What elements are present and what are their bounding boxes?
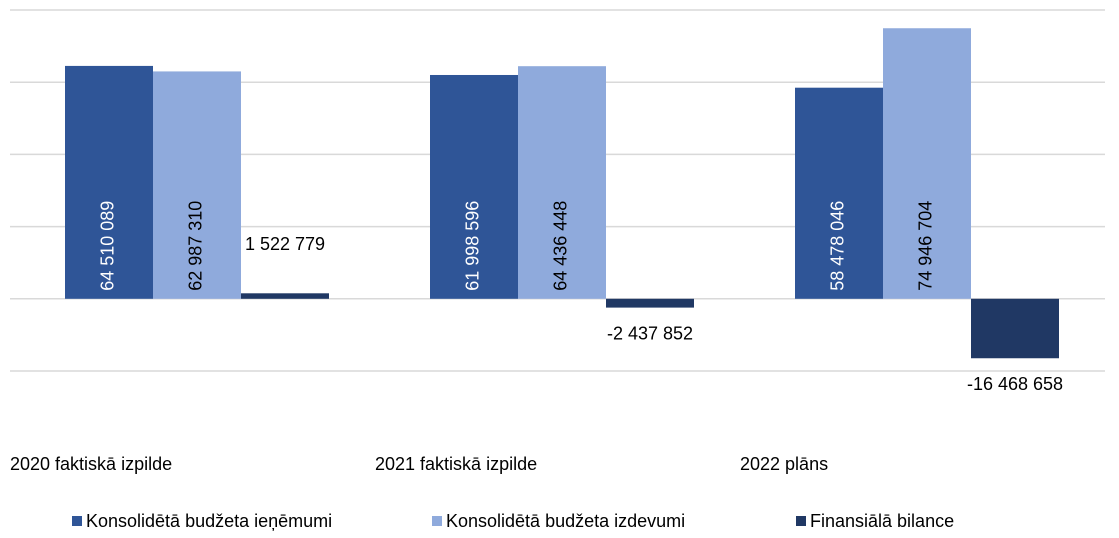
bar [518,66,606,299]
legend-swatch [72,516,82,526]
bar [153,71,241,299]
data-label: 61 998 596 [463,201,483,291]
bar [883,28,971,299]
bar [65,65,153,299]
data-label: 1 522 779 [245,234,325,254]
bar [606,298,694,308]
data-label: -16 468 658 [967,374,1063,394]
x-tick-label: 2021 faktiskā izpilde [375,454,537,474]
bar [430,74,518,299]
x-tick-label: 2020 faktiskā izpilde [10,454,172,474]
legend-label: Finansiālā bilance [810,511,954,531]
data-label: 64 510 089 [98,201,118,291]
data-label: 74 946 704 [916,201,936,291]
legend-swatch [796,516,806,526]
bar [971,298,1059,359]
legend-label: Konsolidētā budžeta izdevumi [446,511,685,531]
data-label: 58 478 046 [828,201,848,291]
legend-swatch [432,516,442,526]
bar [241,293,329,299]
data-label: 62 987 310 [186,201,206,291]
bar [795,87,883,299]
x-tick-label: 2022 plāns [740,454,828,474]
data-label: -2 437 852 [607,323,693,343]
legend-label: Konsolidētā budžeta ieņēmumi [86,511,332,531]
data-label: 64 436 448 [551,201,571,291]
